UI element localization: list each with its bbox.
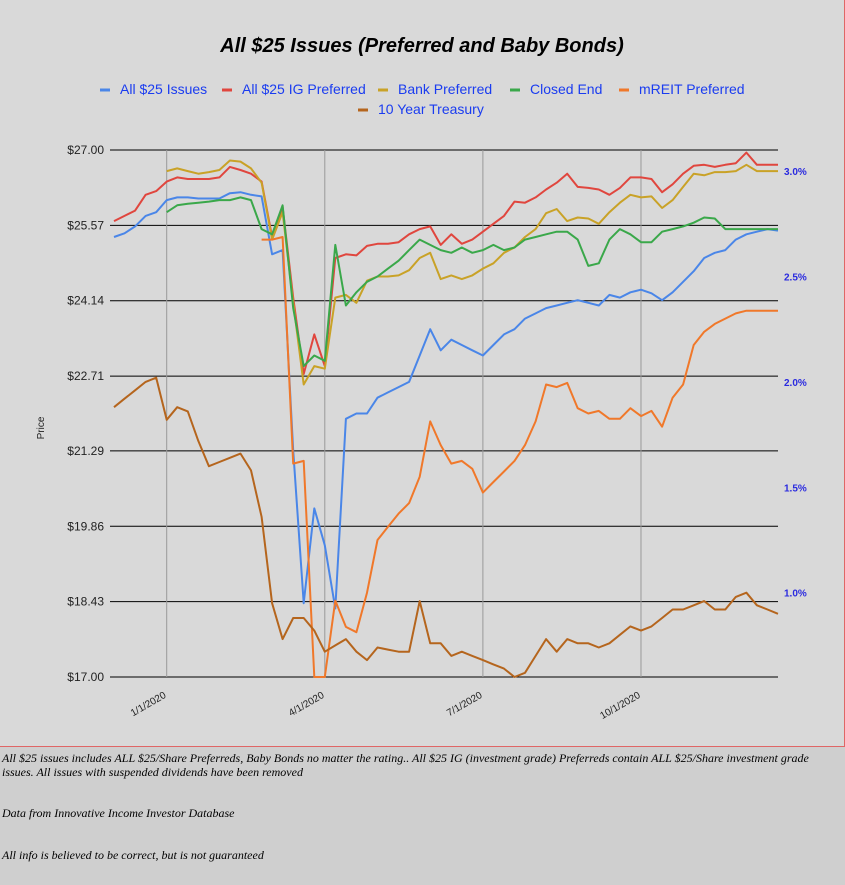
legend-label-all-25-issues: All $25 Issues [120, 81, 207, 97]
note-description: All $25 issues includes ALL $25/Share Pr… [2, 751, 809, 779]
series-line-mreit-preferred [261, 236, 778, 678]
legend-label-closed-end: Closed End [530, 81, 602, 97]
y-tick-label: $25.57 [67, 218, 104, 232]
chart-legend: All $25 Issues All $25 IG Preferred Bank P… [100, 81, 745, 117]
y2-tick-label: 3.0% [784, 167, 807, 178]
x-axis-ticks: 1/1/2020 4/1/2020 7/1/2020 10/1/2020 [129, 690, 643, 722]
y-tick-label: $19.86 [67, 519, 104, 533]
y-tick-label: $24.14 [67, 294, 104, 308]
y-tick-label: $21.29 [67, 444, 104, 458]
grid-lines [110, 149, 778, 678]
chart-title: All $25 Issues (Preferred and Baby Bonds… [219, 35, 624, 57]
legend-label-bank-preferred: Bank Preferred [398, 81, 492, 97]
y2-tick-label: 2.5% [784, 272, 807, 283]
y-tick-label: $17.00 [67, 670, 104, 684]
series-line-all-25-ig-preferred [113, 151, 778, 375]
y2-tick-label: 1.0% [784, 589, 807, 600]
line-chart: All $25 Issues (Preferred and Baby Bonds… [36, 35, 807, 722]
legend-label-10-year-treasury: 10 Year Treasury [378, 101, 484, 117]
y-tick-label: $18.43 [67, 595, 104, 609]
y-tick-label: $27.00 [67, 143, 104, 157]
series-line-all-25-issues [113, 191, 779, 610]
y-axis-label: Price [36, 416, 47, 439]
y2-tick-label: 1.5% [784, 483, 807, 494]
series-line-closed-end [166, 196, 778, 368]
series-lines [113, 151, 779, 678]
note-disclaimer: All info is believed to be correct, but … [2, 848, 264, 862]
y-axis-ticks: $27.00 $25.57 $24.14 $22.71 $21.29 $19.86 $18.… [67, 143, 104, 684]
x-tick-label: 10/1/2020 [598, 690, 642, 722]
x-tick-label: 7/1/2020 [445, 690, 485, 719]
y-tick-label: $22.71 [67, 369, 104, 383]
chart-panel: All $25 Issues (Preferred and Baby Bonds… [0, 0, 845, 747]
y2-tick-label: 2.0% [784, 378, 807, 389]
legend-label-all-25-ig-preferred: All $25 IG Preferred [242, 81, 366, 97]
x-tick-label: 1/1/2020 [129, 690, 169, 719]
legend-label-mreit-preferred: mREIT Preferred [639, 81, 745, 97]
note-source: Data from Innovative Income Investor Dat… [2, 806, 235, 820]
y2-axis-ticks: 3.0% 2.5% 2.0% 1.5% 1.0% [784, 167, 807, 600]
x-tick-label: 4/1/2020 [287, 690, 327, 719]
series-line-10-year-treasury [113, 376, 779, 678]
series-line-bank-preferred [166, 159, 778, 386]
